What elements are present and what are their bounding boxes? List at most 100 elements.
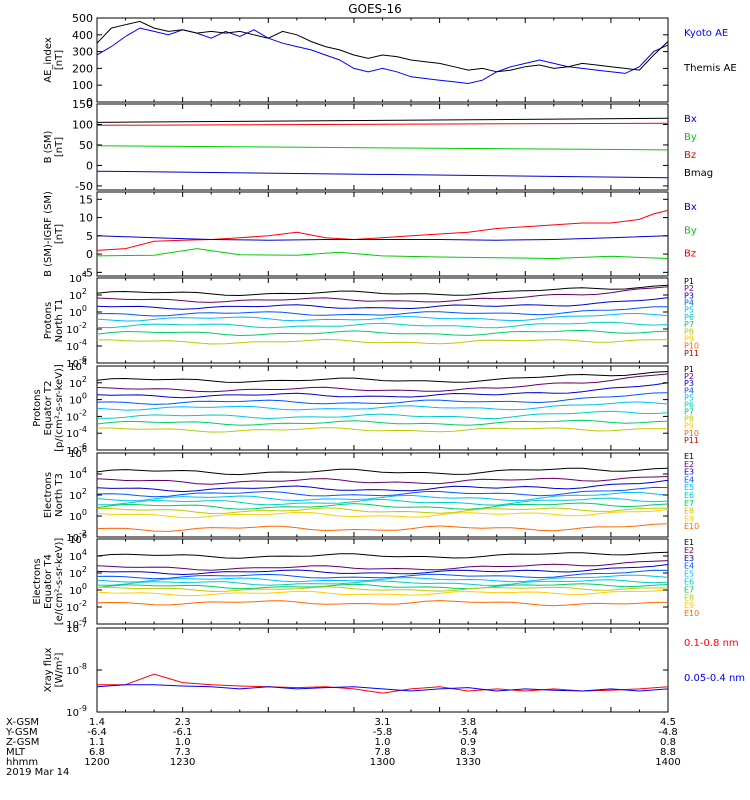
y-tick-label: 10 <box>79 212 93 225</box>
ephemeris-value: 7.8 <box>375 747 391 758</box>
y-tick-label: 102 <box>69 487 87 502</box>
y-tick-label: 0 <box>86 96 93 109</box>
legend-label: P5 <box>684 306 694 315</box>
legend-label: P6 <box>684 313 694 322</box>
ephemeris-value: 1.4 <box>89 717 105 728</box>
y-tick-label: 10-9 <box>66 704 87 719</box>
legend-label: P1 <box>684 365 694 374</box>
legend-label: E10 <box>684 522 699 531</box>
channel-10-line <box>97 600 668 607</box>
ephemeris-value: 0.8 <box>660 737 676 748</box>
y-tick-label: 10-4 <box>66 425 87 440</box>
y-tick-label: 15 <box>79 193 93 206</box>
y-tick-exponent: 0 <box>82 582 87 591</box>
y-tick-exponent: 0 <box>82 508 87 517</box>
panel-1-plot <box>97 20 668 85</box>
y-axis-label-6: Electrons <box>43 472 54 518</box>
ephemeris-row-label: Y-GSM <box>5 727 38 738</box>
legend-label: Bx <box>684 202 697 213</box>
ephemeris-value: 7.3 <box>175 747 191 758</box>
y-tick-label: 10-4 <box>66 338 87 353</box>
y-tick-exponent: -4 <box>79 338 87 347</box>
y-tick-exponent: 2 <box>82 487 87 496</box>
y-axis-label-5: Protons <box>32 389 43 426</box>
y-tick-label: 100 <box>69 304 87 319</box>
channel-1-line <box>97 551 668 559</box>
series-bz-line <box>97 122 668 126</box>
channel-7-line <box>97 583 668 590</box>
legend-label: P4 <box>684 386 694 395</box>
legend-label: By <box>684 225 697 236</box>
legend-label: P8 <box>684 415 694 424</box>
plot-title: GOES-16 <box>348 2 402 16</box>
ephemeris-row-label: 2019 Mar 14 <box>6 767 69 778</box>
y-tick-label: 102 <box>69 375 87 390</box>
ephemeris-row-label: hhmm <box>6 757 38 768</box>
y-tick-exponent: 4 <box>82 548 87 557</box>
y-tick-exponent: 6 <box>82 445 87 454</box>
y-tick-label: 100 <box>69 392 87 407</box>
y-tick-exponent: -8 <box>79 662 87 671</box>
series-bx-line <box>97 235 668 241</box>
legend-label: Kyoto AE <box>684 28 728 39</box>
y-axis-label-7: Equator T4 <box>43 554 54 609</box>
y-axis-label-8: Xray flux <box>43 648 54 693</box>
y-tick-label: 10-2 <box>66 599 87 614</box>
series-bmag-line <box>97 117 668 123</box>
panel-frame-4 <box>96 277 669 364</box>
channel-7-line <box>97 419 668 426</box>
ephemeris-value: 0.9 <box>460 737 476 748</box>
legend-label: Bz <box>684 249 696 260</box>
y-tick-exponent: -4 <box>79 616 87 625</box>
y-axis-label-3: B (SM)-IGRF (SM) <box>43 191 54 277</box>
series-0-1-0-8-nm-line <box>97 673 668 694</box>
panel-frame-3 <box>96 191 669 277</box>
panel-2-plot <box>97 117 668 179</box>
ephemeris-value: -4.8 <box>658 727 678 738</box>
legend-label: E6 <box>684 578 694 587</box>
channel-2-line <box>97 560 668 571</box>
legend-label: E5 <box>684 570 694 579</box>
ephemeris-value: -6.4 <box>87 727 107 738</box>
channel-1-line <box>97 284 668 297</box>
legend-label: E4 <box>684 562 694 571</box>
legend-label: P3 <box>684 291 694 300</box>
ephemeris-value: -5.8 <box>373 727 393 738</box>
ephemeris-value: 2.3 <box>175 717 191 728</box>
channel-4-line <box>97 486 668 498</box>
y-tick-exponent: -2 <box>79 599 87 608</box>
legend-label: P10 <box>684 429 699 438</box>
ephemeris-value: -5.4 <box>458 727 478 738</box>
channel-9-line <box>97 589 668 597</box>
y-tick-exponent: -2 <box>79 321 87 330</box>
legend-label: P7 <box>684 408 694 417</box>
y-tick-label: 104 <box>69 270 87 285</box>
ephemeris-value: 8.8 <box>660 747 676 758</box>
y-tick-label: -5 <box>82 266 93 279</box>
legend-label: E3 <box>684 554 694 563</box>
y-tick-exponent: -2 <box>79 529 87 538</box>
y-axis-label-2: [nT] <box>54 137 65 157</box>
ephemeris-value: 3.8 <box>460 717 476 728</box>
ephemeris-value: 3.1 <box>375 717 391 728</box>
legend-label: E3 <box>684 468 694 477</box>
time-tick-label: 1300 <box>370 757 395 768</box>
panel-5-plot <box>97 371 668 433</box>
channel-10-line <box>97 523 668 532</box>
y-tick-exponent: 0 <box>82 304 87 313</box>
legend-label: Bx <box>684 114 697 125</box>
channel-3-line <box>97 382 668 399</box>
channel-6-line <box>97 497 668 506</box>
ephemeris-value: 8.3 <box>460 747 476 758</box>
legend-label: P11 <box>684 436 699 445</box>
channel-1-line <box>97 467 668 476</box>
legend-label: E9 <box>684 514 694 523</box>
y-axis-label-8: [W/m²] <box>54 652 65 687</box>
legend-label: 0.05-0.4 nm <box>684 673 745 684</box>
legend-label: Bz <box>684 150 696 161</box>
panel-4-plot <box>97 284 668 345</box>
y-tick-label: 10-2 <box>66 408 87 423</box>
y-tick-exponent: 4 <box>82 466 87 475</box>
y-tick-exponent: -9 <box>79 704 87 713</box>
y-tick-label: 5 <box>86 230 93 243</box>
